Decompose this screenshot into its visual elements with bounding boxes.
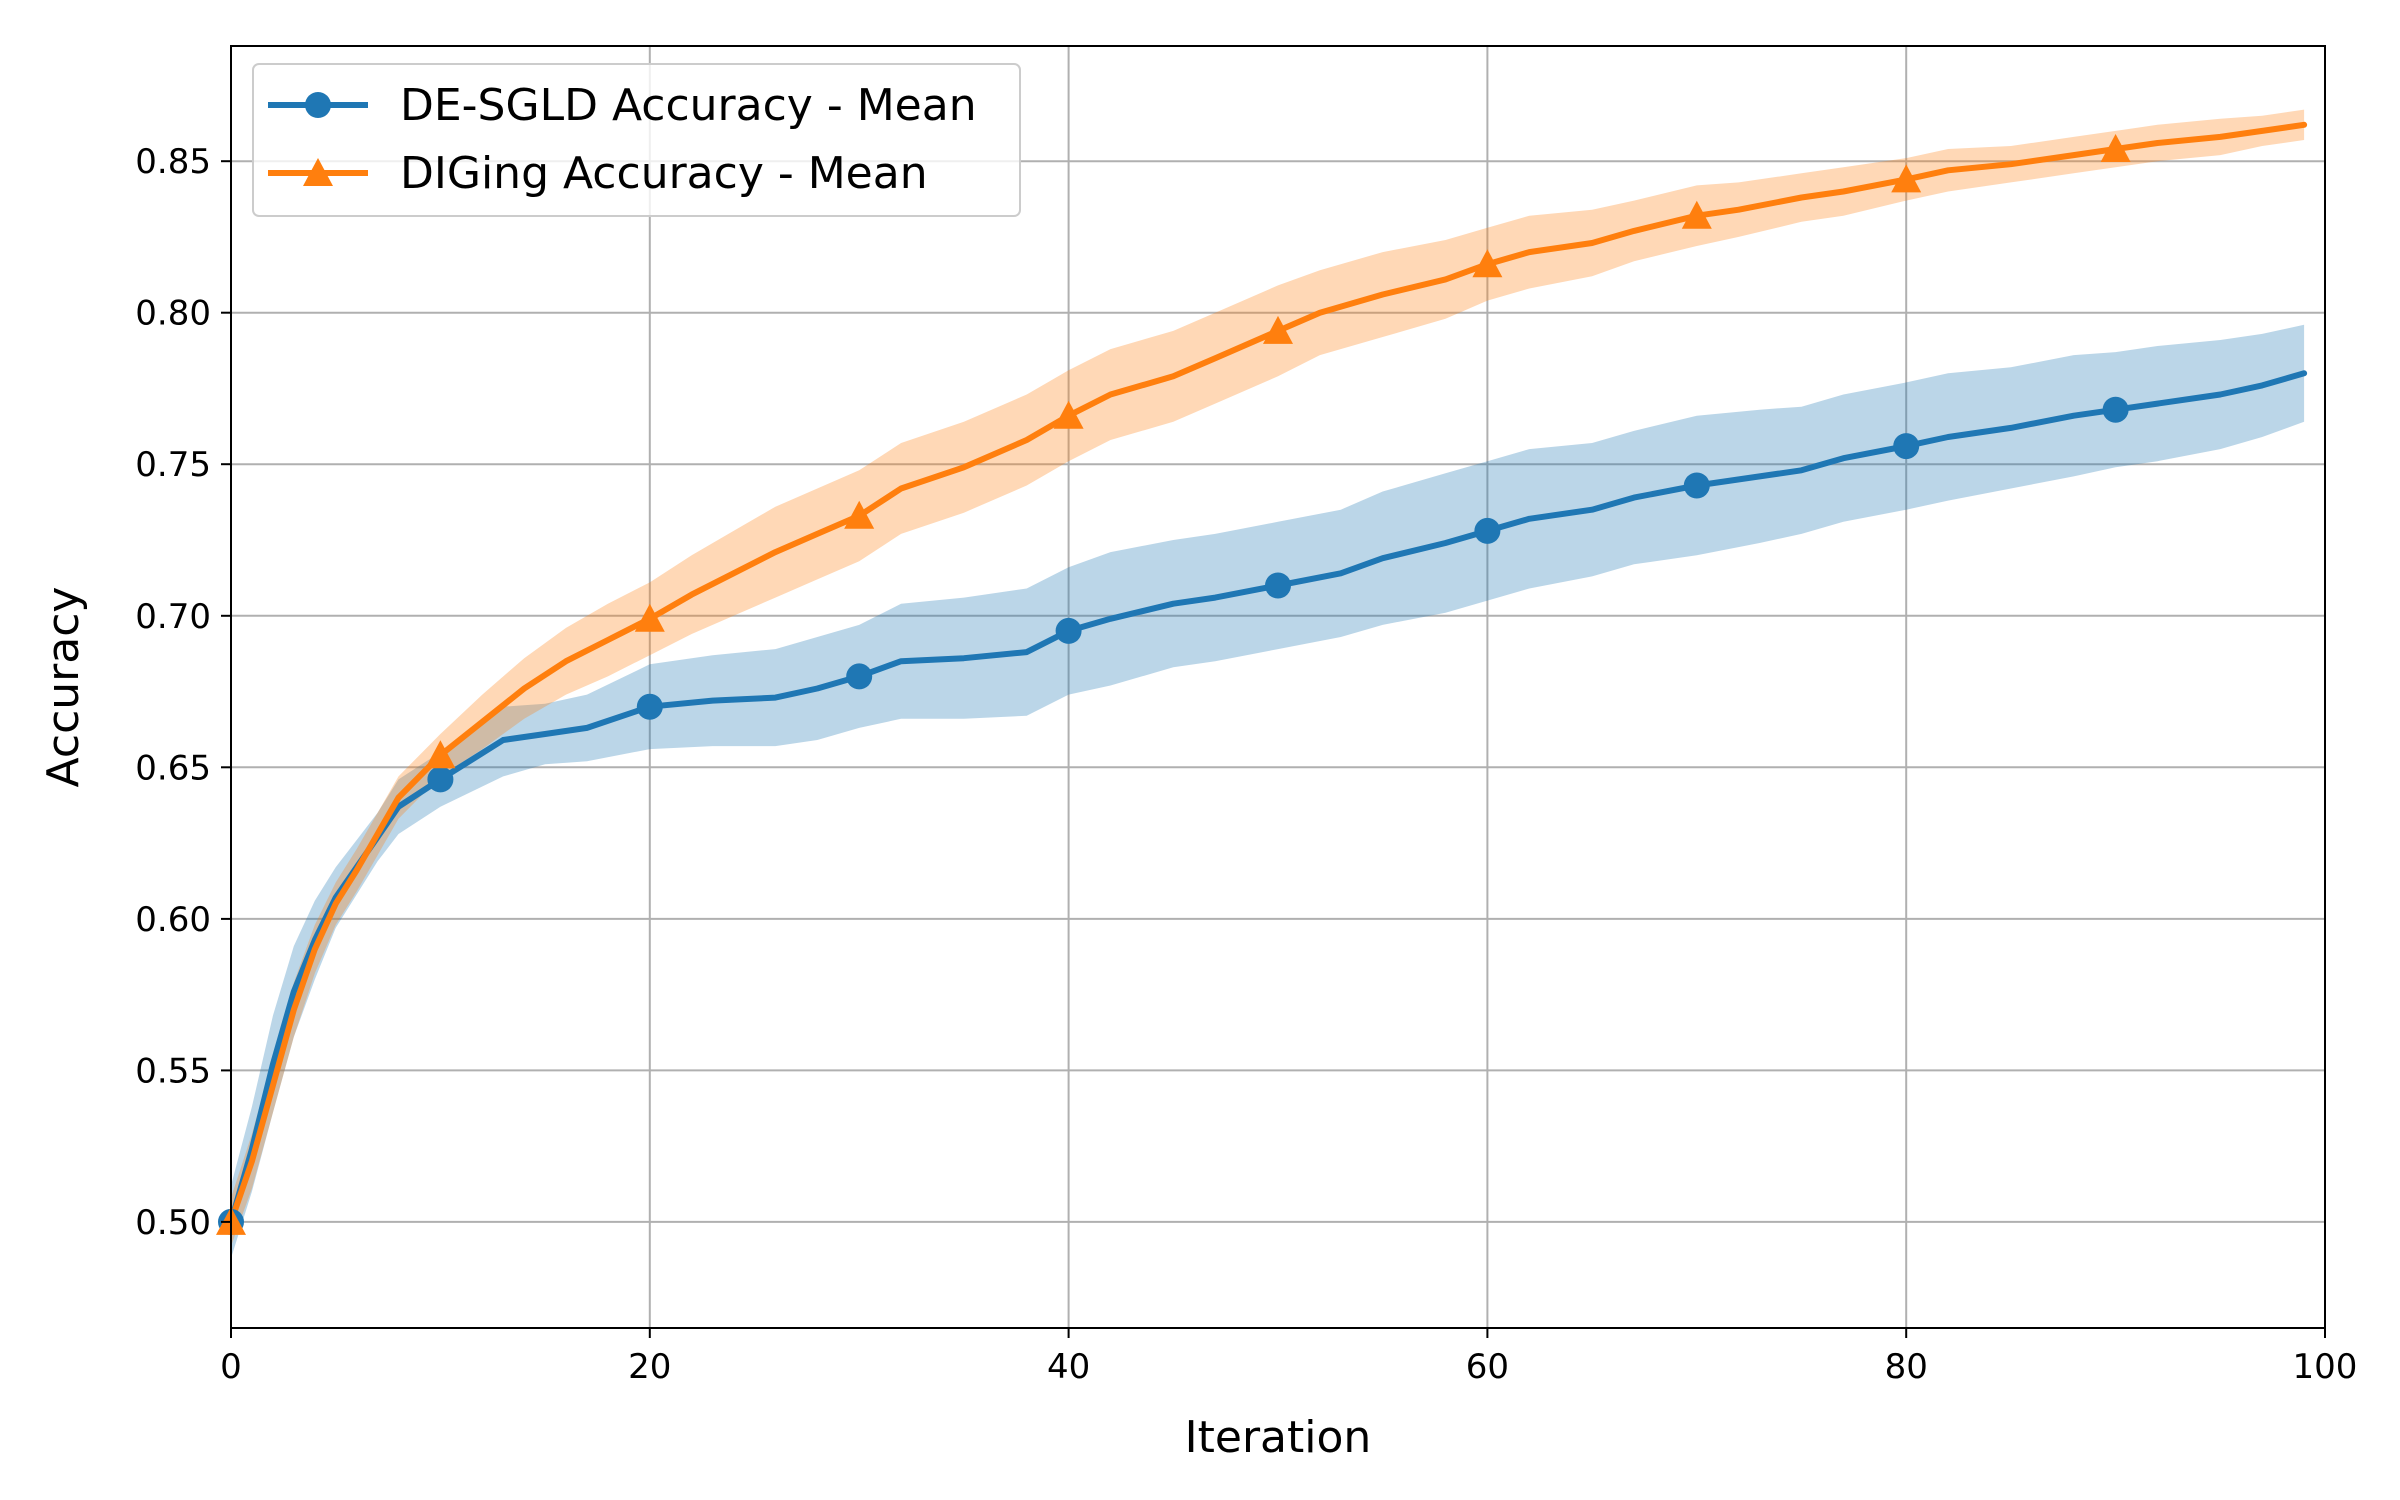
point-diging-accuracy-mean [844,500,875,529]
plot-frame [230,45,2326,1329]
legend-box [252,63,1021,217]
point-diging-accuracy-mean [1263,315,1293,344]
legend-marker-circle [305,92,331,118]
point-de-sgld-accuracy-mean [427,766,454,793]
y-tick-label: 0.70 [135,597,211,637]
legend-entry-de-sgld: DE-SGLD Accuracy - Mean [268,80,977,131]
point-de-sgld-accuracy-mean [1893,433,1920,460]
y-tick-label: 0.55 [135,1051,211,1091]
y-tick-label: 0.50 [135,1203,211,1243]
y-tick-label: 0.80 [135,294,211,334]
y-axis-label: Accuracy [38,587,89,788]
point-de-sgld-accuracy-mean [846,663,873,690]
y-tick-label: 0.75 [135,445,211,485]
plot-area-background [231,46,2325,1328]
legend-marker-triangle [303,158,333,186]
point-diging-accuracy-mean [425,740,456,769]
point-de-sgld-accuracy-mean [1265,572,1291,599]
x-tick-label: 80 [1885,1347,1928,1387]
x-axis-label: Iteration [1185,1412,1372,1463]
legend-label-diging: DIGing Accuracy - Mean [400,148,928,199]
x-tick-label: 20 [628,1347,671,1387]
band-de-sgld-accuracy-mean [231,324,2305,1259]
point-de-sgld-accuracy-mean [1683,472,1710,499]
point-diging-accuracy-mean [1891,164,1922,193]
legend-entry-diging: DIGing Accuracy - Mean [268,148,928,199]
y-axis-ticks: 0.50 0.55 0.60 0.65 0.70 0.75 0.80 0.85 [135,142,231,1243]
point-diging-accuracy-mean [2100,134,2131,162]
y-tick-label: 0.85 [135,142,211,182]
x-tick-label: 60 [1466,1347,1509,1387]
x-tick-label: 0 [220,1347,242,1387]
point-de-sgld-accuracy-mean [1474,517,1501,544]
y-tick-label: 0.65 [135,748,211,788]
legend: DE-SGLD Accuracy - Mean DIGing Accuracy … [252,63,1021,217]
x-tick-label: 100 [2293,1347,2358,1387]
x-axis-ticks: 0 20 40 60 80 100 [220,1328,2357,1387]
point-diging-accuracy-mean [1681,200,1712,229]
point-diging-accuracy-mean [634,603,665,632]
line-de-sgld-accuracy-mean [228,370,2308,1225]
x-tick-label: 40 [1047,1347,1090,1387]
point-de-sgld-accuracy-mean [2102,396,2129,423]
point-diging-accuracy-mean [1472,249,1503,278]
point-de-sgld-accuracy-mean [1055,617,1082,644]
point-de-sgld-accuracy-mean [636,693,663,720]
point-diging-accuracy-mean [1053,400,1084,429]
y-tick-label: 0.60 [135,900,211,940]
legend-label-de-sgld: DE-SGLD Accuracy - Mean [400,80,977,131]
